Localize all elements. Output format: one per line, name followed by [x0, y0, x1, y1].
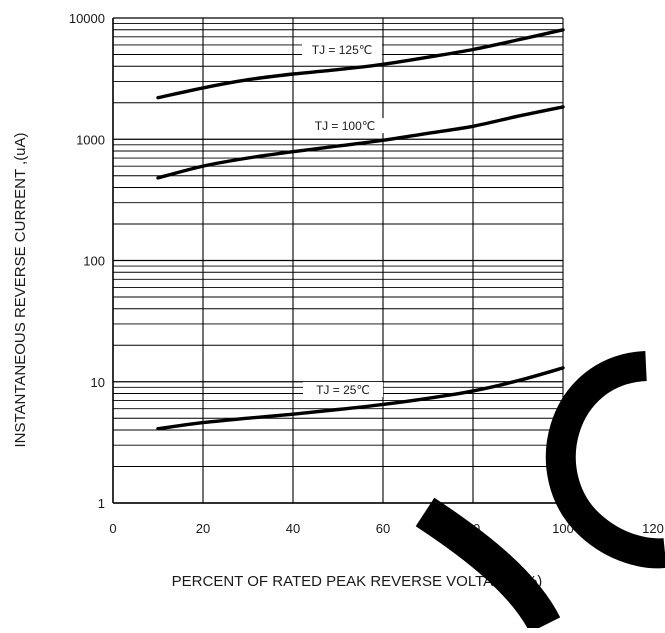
series-line	[156, 366, 565, 431]
x-tick-label: 40	[286, 521, 300, 536]
label-layer: TJ = 125℃ TJ = 100℃ TJ = 25℃	[302, 42, 385, 397]
series-label: TJ = 100℃	[315, 119, 376, 133]
x-tick-label: 20	[196, 521, 210, 536]
series-label: TJ = 25℃	[316, 383, 370, 397]
series-layer	[156, 28, 565, 431]
y-axis-title: INSTANTANEOUS REVERSE CURRENT ,(uA)	[12, 132, 29, 447]
y-tick-label: 100	[83, 254, 105, 269]
x-tick-label: 120	[642, 521, 664, 536]
series-line	[156, 28, 565, 100]
series-label-background	[305, 118, 385, 134]
y-tick-label: 1000	[76, 132, 105, 147]
x-axis-title: PERCENT OF RATED PEAK REVERSE VOLTAGE (%…	[172, 573, 543, 590]
series-line	[156, 105, 565, 180]
series-label: TJ = 125℃	[312, 43, 373, 57]
x-tick-label: 100	[552, 521, 574, 536]
grid-layer	[113, 17, 564, 504]
y-tick-label: 10	[91, 375, 105, 390]
x-tick-label: 60	[376, 521, 390, 536]
series-label-background	[303, 381, 383, 397]
watermark-graphic	[415, 351, 665, 633]
y-tick-label: 10000	[69, 11, 105, 26]
x-tick-label: 0	[109, 521, 116, 536]
y-tick-label: 1	[98, 496, 105, 511]
series-label-background	[302, 42, 382, 58]
